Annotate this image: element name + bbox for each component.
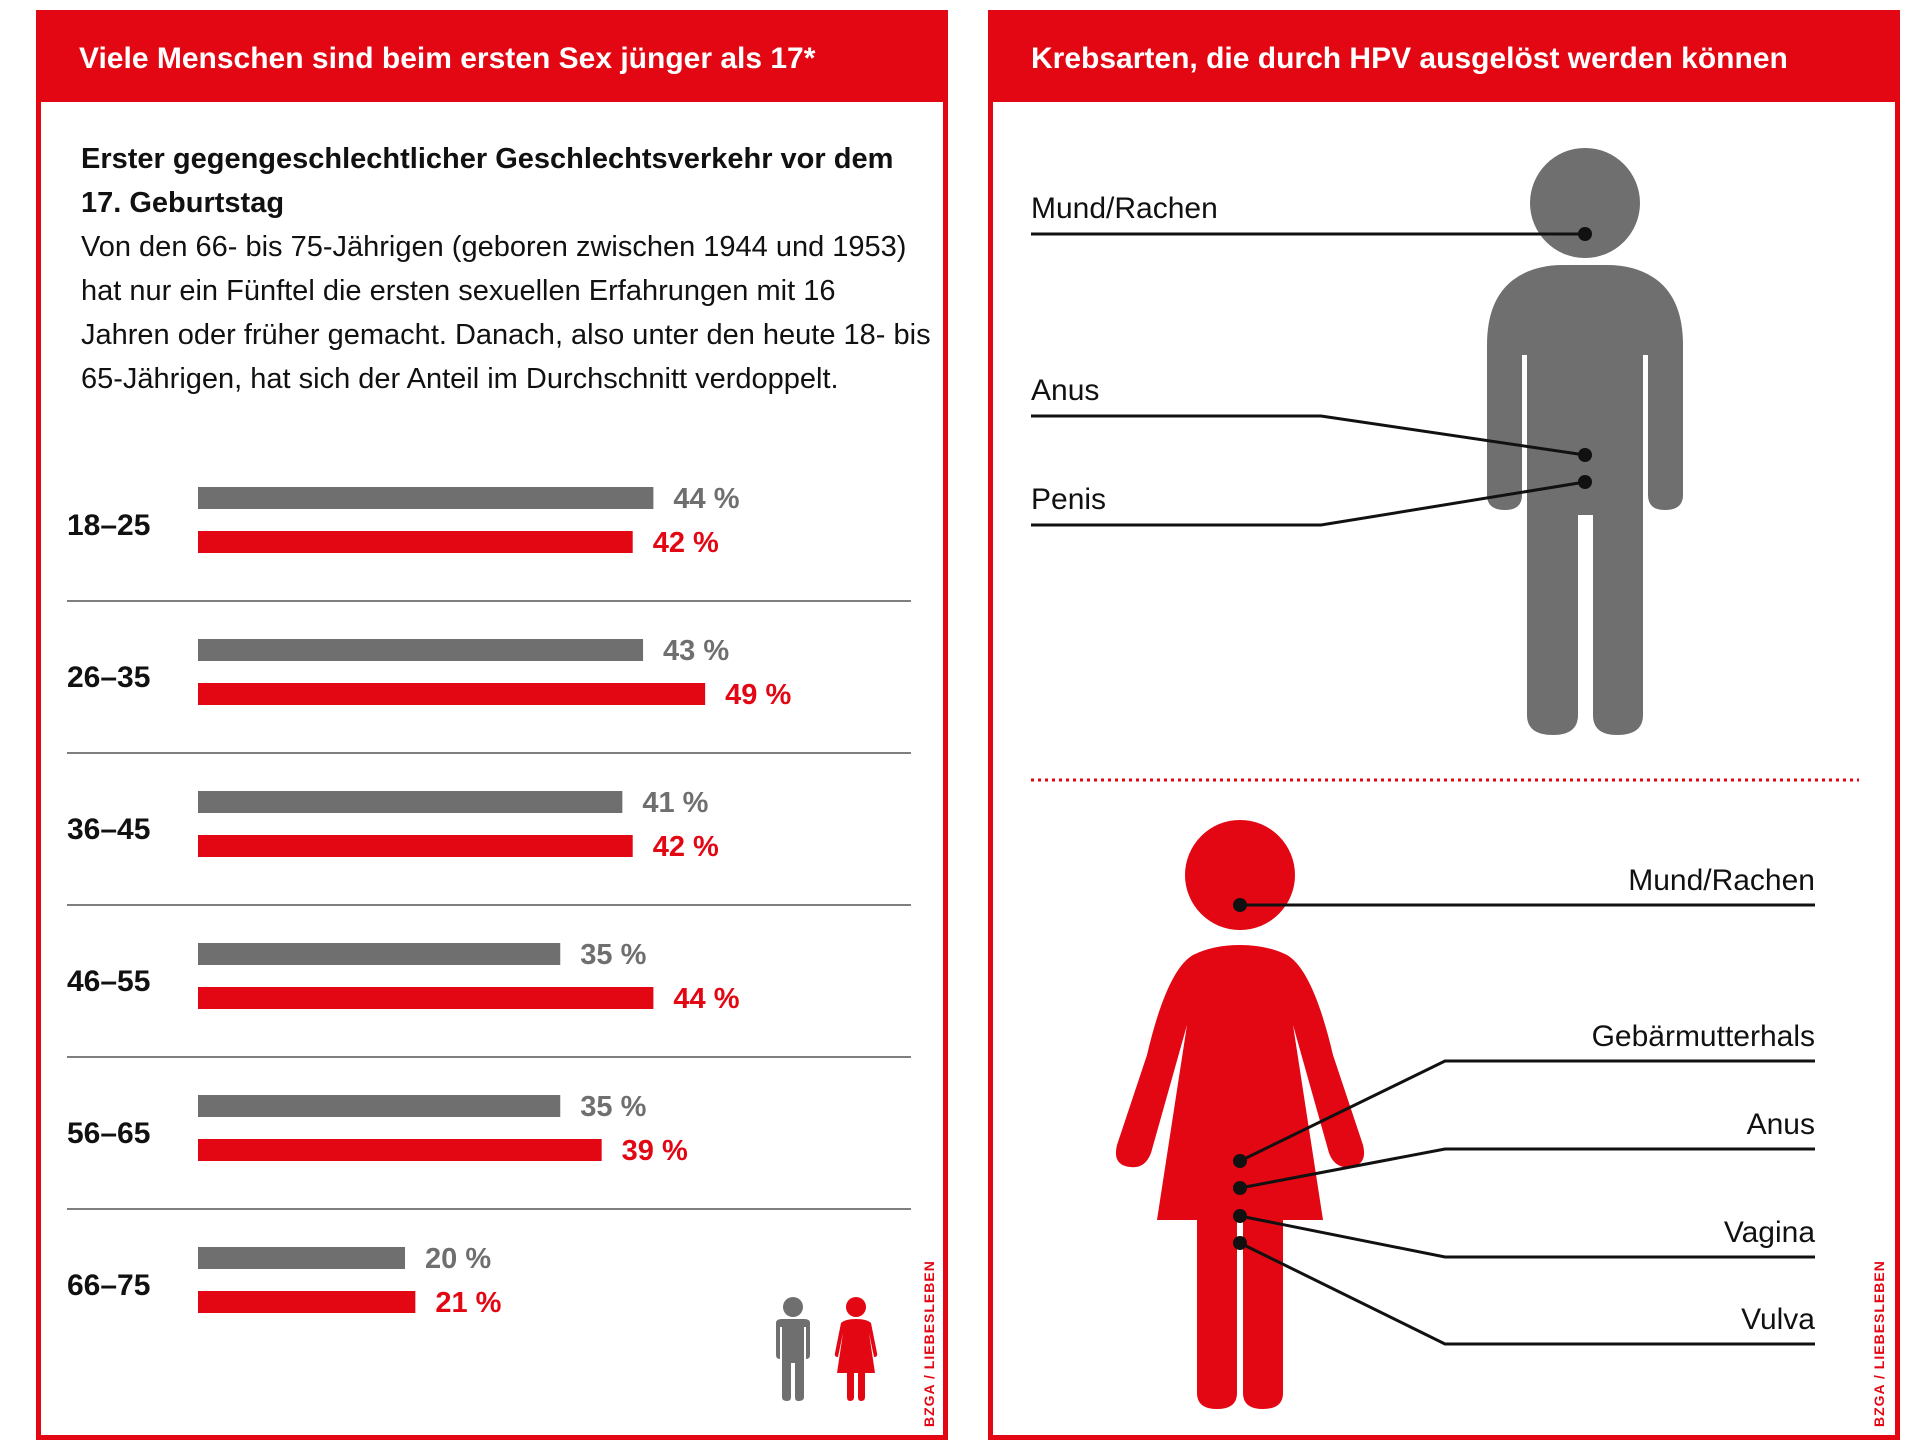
category-label: 26–35 [67,661,150,694]
bar-value-label: 21 % [435,1287,501,1319]
bar-series-1 [198,683,706,705]
bar-value-label: 20 % [425,1243,491,1275]
bar-series-0 [198,943,561,965]
female-vulva-dot [1233,1236,1247,1250]
bar-chart: 18–25 44 % 42 % 26–35 43 % 49 % 36–45 41 % 42 % 4… [67,483,911,1319]
bar-value-label: 35 % [580,1091,646,1123]
male-label-anus: Anus [1031,374,1099,407]
bar-series-1 [198,1139,602,1161]
left-panel: Viele Menschen sind beim ersten Sex jüng… [36,10,948,1440]
bar-series-1 [198,987,654,1009]
female-body-figure [1115,820,1365,1409]
category-label: 36–45 [67,813,150,846]
male-label-mund: Mund/Rachen [1031,192,1218,225]
female-cervix-dot [1233,1154,1247,1168]
female-label-cervix: Gebärmutterhals [1592,1020,1815,1053]
category-label: 46–55 [67,965,150,998]
female-mouth-dot [1233,898,1247,912]
category-label: 18–25 [67,509,150,542]
male-head [1530,148,1640,258]
bar-series-1 [198,835,633,857]
male-mouth-dot [1578,227,1592,241]
chart-description: Von den 66- bis 75-Jährigen (geboren zwi… [81,231,931,395]
male-penis-line [1031,480,1586,527]
male-body-figure [1487,148,1683,735]
bar-series-1 [198,1291,416,1313]
male-label-penis: Penis [1031,483,1106,516]
left-panel-header: Viele Menschen sind beim ersten Sex jüng… [41,15,943,102]
right-panel: Krebsarten, die durch HPV ausgelöst werd… [988,10,1900,1440]
male-penis-dot [1578,475,1592,489]
female-label-vagina: Vagina [1724,1216,1816,1249]
female-head [1185,820,1295,930]
bar-series-0 [198,639,644,661]
male-anus-line [1031,414,1586,457]
bar-value-label: 49 % [725,679,791,711]
bar-series-0 [198,1247,405,1269]
chart-lead: Erster gegengeschlechtlicher Geschlechts… [81,143,894,219]
bar-value-label: 44 % [673,483,739,515]
female-anus-dot [1233,1181,1247,1195]
hpv-body-diagram: Mund/Rachen Anus Penis Mund/Rachen Gebär… [1031,148,1859,1409]
right-panel-header: Krebsarten, die durch HPV ausgelöst werd… [993,15,1895,102]
female-body [1115,945,1365,1409]
intro-text: Erster gegengeschlechtlicher Geschlechts… [81,137,931,401]
category-label: 66–75 [67,1269,150,1302]
bar-value-label: 42 % [653,831,719,863]
bar-series-0 [198,791,623,813]
bar-value-label: 39 % [622,1135,688,1167]
female-label-vulva: Vulva [1741,1303,1815,1336]
bar-value-label: 44 % [673,983,739,1015]
male-torso [1487,265,1683,735]
bar-series-0 [198,1095,561,1117]
bar-series-0 [198,487,654,509]
female-vagina-dot [1233,1209,1247,1223]
female-pointers [1239,903,1815,1346]
female-label-mund: Mund/Rachen [1628,864,1815,897]
category-label: 56–65 [67,1117,150,1150]
male-anus-dot [1578,448,1592,462]
female-vagina-line [1239,1214,1815,1259]
male-pointers [1031,232,1586,527]
bar-value-label: 42 % [653,527,719,559]
right-credit: BZGA / LIEBESLEBEN [1871,1260,1887,1427]
bar-series-1 [198,531,633,553]
bar-value-label: 43 % [663,635,729,667]
female-label-anus: Anus [1747,1108,1815,1141]
left-credit: BZGA / LIEBESLEBEN [921,1260,937,1427]
bar-value-label: 35 % [580,939,646,971]
female-cervix-line [1239,1059,1815,1163]
bar-value-label: 41 % [642,787,708,819]
female-anus-line [1239,1147,1815,1190]
female-vulva-line [1239,1241,1815,1346]
